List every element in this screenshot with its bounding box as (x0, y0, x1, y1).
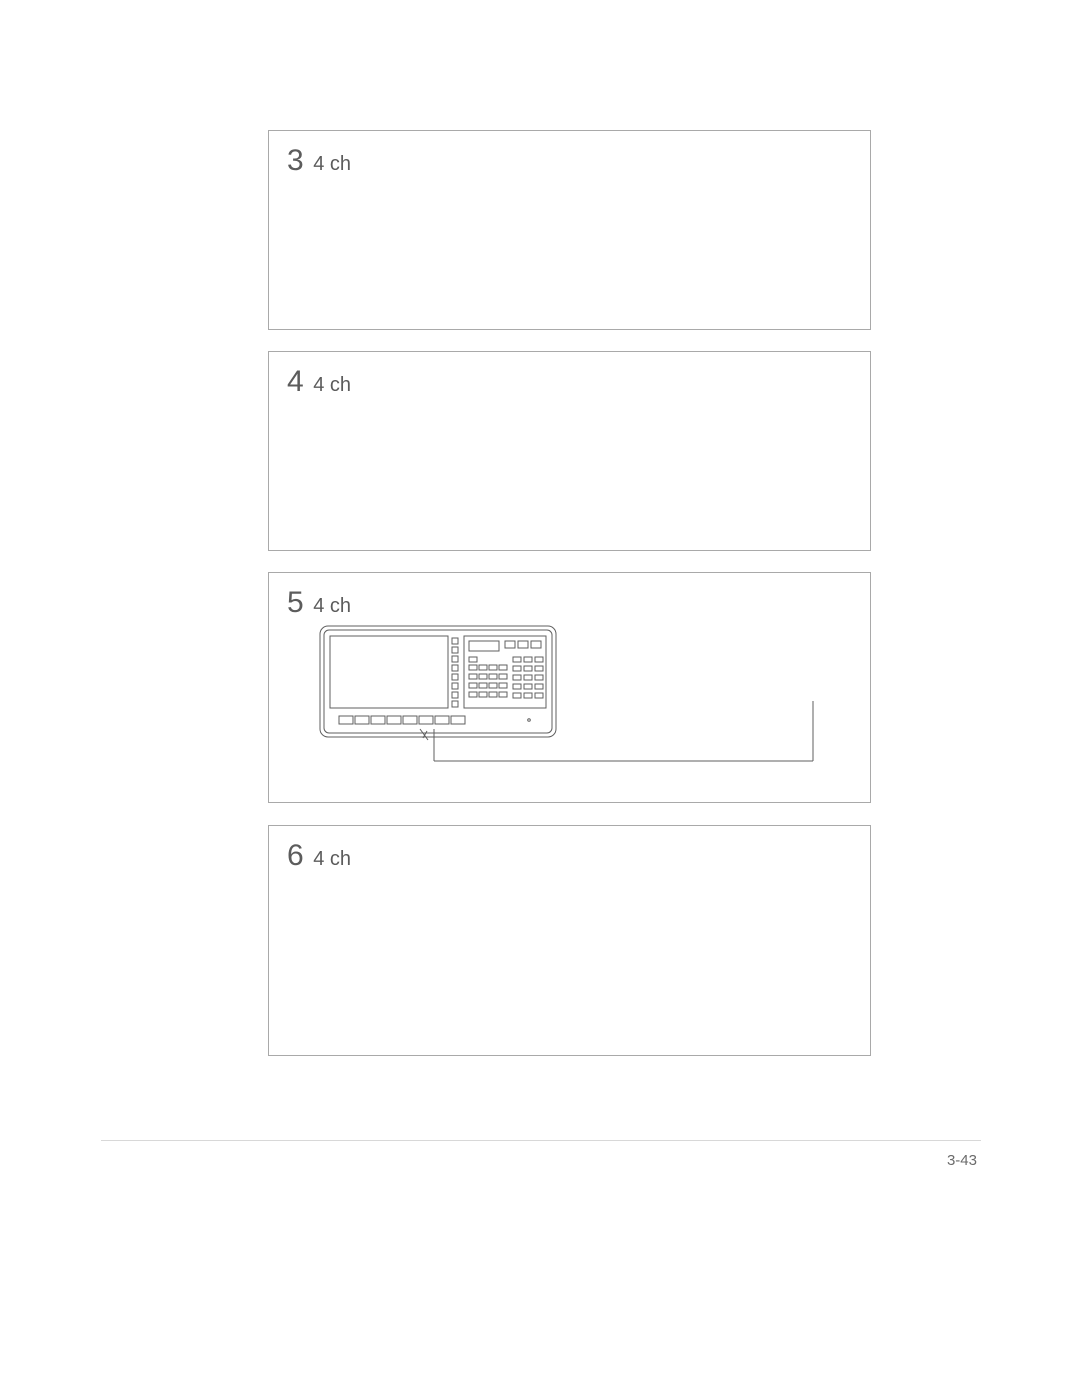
step-label-5: 5 4 ch (287, 586, 351, 620)
step-box-3: 3 4 ch (268, 130, 871, 330)
page: 3 4 ch 4 4 ch 5 4 ch 6 4 ch 3-43 (0, 0, 1080, 1397)
step-label-3: 3 4 ch (287, 144, 351, 178)
step-box-5: 5 4 ch (268, 572, 871, 803)
step-number-5: 5 (287, 586, 304, 619)
step-number-4: 4 (287, 365, 304, 398)
page-number: 3-43 (947, 1152, 977, 1169)
step-label-6: 6 4 ch (287, 839, 351, 873)
step-text-5: 4 ch (313, 595, 351, 617)
step-label-4: 4 4 ch (287, 365, 351, 399)
step-text-4: 4 ch (313, 374, 351, 396)
device-figure (319, 625, 839, 790)
step-text-6: 4 ch (313, 848, 351, 870)
step-box-6: 6 4 ch (268, 825, 871, 1056)
step-box-4: 4 4 ch (268, 351, 871, 551)
footer-rule (101, 1140, 981, 1141)
step-text-3: 4 ch (313, 153, 351, 175)
device-diagram-svg (319, 625, 839, 785)
step-number-6: 6 (287, 839, 304, 872)
step-number-3: 3 (287, 144, 304, 177)
